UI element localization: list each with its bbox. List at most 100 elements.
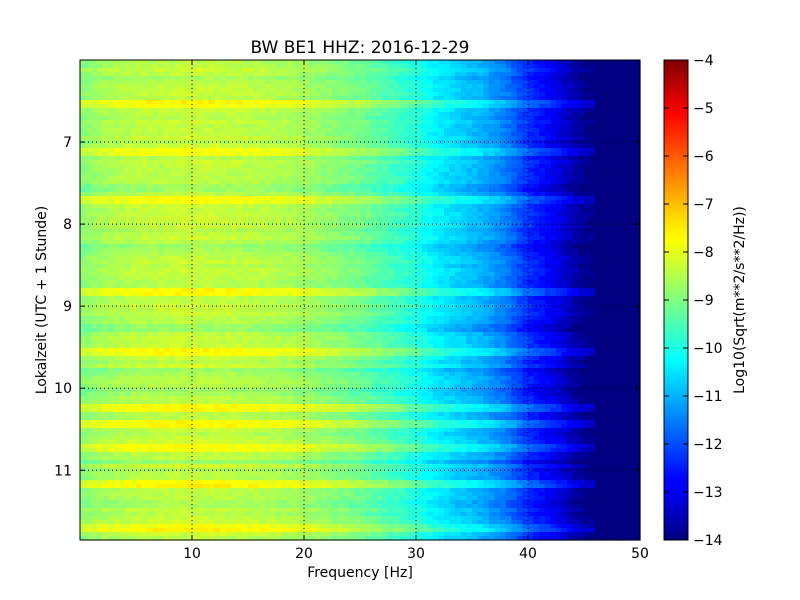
heatmap-cell xyxy=(561,132,568,137)
heatmap-cell xyxy=(393,108,400,113)
heatmap-cell xyxy=(326,76,333,81)
heatmap-cell xyxy=(556,224,563,229)
heatmap-cell xyxy=(220,212,227,217)
heatmap-cell xyxy=(505,168,512,173)
heatmap-cell xyxy=(466,112,473,117)
heatmap-cell xyxy=(208,120,215,125)
heatmap-cell xyxy=(432,196,439,201)
heatmap-cell xyxy=(606,240,613,245)
heatmap-cell xyxy=(253,152,260,157)
heatmap-cell xyxy=(365,108,372,113)
heatmap-cell xyxy=(124,144,131,149)
heatmap-cell xyxy=(550,112,557,117)
heatmap-cell xyxy=(141,204,148,209)
heatmap-cell xyxy=(477,160,484,165)
heatmap-cell xyxy=(348,60,355,65)
heatmap-cell xyxy=(561,252,568,257)
heatmap-cell xyxy=(561,188,568,193)
heatmap-cell xyxy=(556,252,563,257)
heatmap-cell xyxy=(175,104,182,109)
heatmap-cell xyxy=(298,188,305,193)
heatmap-cell xyxy=(567,228,574,233)
heatmap-cell xyxy=(584,64,591,69)
heatmap-cell xyxy=(466,116,473,121)
heatmap-cell xyxy=(472,164,479,169)
heatmap-cell xyxy=(432,252,439,257)
heatmap-cell xyxy=(416,252,423,257)
heatmap-cell xyxy=(399,208,406,213)
heatmap-cell xyxy=(231,96,238,101)
heatmap-cell xyxy=(466,76,473,81)
heatmap-cell xyxy=(119,172,126,177)
heatmap-cell xyxy=(348,112,355,117)
heatmap-cell xyxy=(572,96,579,101)
heatmap-cell xyxy=(354,128,361,133)
heatmap-cell xyxy=(130,112,137,117)
heatmap-cell xyxy=(516,208,523,213)
heatmap-cell xyxy=(281,172,288,177)
heatmap-cell xyxy=(96,64,103,69)
heatmap-cell xyxy=(85,124,92,129)
heatmap-cell xyxy=(488,68,495,73)
heatmap-cell xyxy=(270,196,277,201)
heatmap-cell xyxy=(595,96,602,101)
heatmap-cell xyxy=(264,108,271,113)
heatmap-cell xyxy=(130,160,137,165)
heatmap-cell xyxy=(113,108,120,113)
heatmap-cell xyxy=(292,204,299,209)
heatmap-cell xyxy=(494,196,501,201)
heatmap-cell xyxy=(276,92,283,97)
heatmap-cell xyxy=(623,204,630,209)
heatmap-cell xyxy=(438,124,445,129)
heatmap-cell xyxy=(617,92,624,97)
heatmap-cell xyxy=(281,192,288,197)
heatmap-cell xyxy=(85,136,92,141)
heatmap-cell xyxy=(550,136,557,141)
heatmap-cell xyxy=(438,136,445,141)
heatmap-cell xyxy=(371,248,378,253)
heatmap-cell xyxy=(354,104,361,109)
heatmap-cell xyxy=(287,92,294,97)
heatmap-cell xyxy=(494,116,501,121)
heatmap-cell xyxy=(91,104,98,109)
heatmap-cell xyxy=(259,224,266,229)
heatmap-cell xyxy=(309,116,316,121)
heatmap-cell xyxy=(113,160,120,165)
heatmap-cell xyxy=(208,68,215,73)
heatmap-cell xyxy=(404,68,411,73)
heatmap-cell xyxy=(91,204,98,209)
heatmap-cell xyxy=(309,124,316,129)
heatmap-cell xyxy=(85,92,92,97)
heatmap-cell xyxy=(113,116,120,121)
heatmap-cell xyxy=(421,116,428,121)
heatmap-cell xyxy=(124,232,131,237)
heatmap-cell xyxy=(108,100,115,105)
heatmap-cell xyxy=(175,212,182,217)
heatmap-cell xyxy=(600,208,607,213)
heatmap-cell xyxy=(455,60,462,65)
heatmap-cell xyxy=(410,104,417,109)
heatmap-cell xyxy=(85,168,92,173)
heatmap-cell xyxy=(421,152,428,157)
heatmap-cell xyxy=(589,64,596,69)
heatmap-cell xyxy=(472,196,479,201)
heatmap-cell xyxy=(304,196,311,201)
heatmap-cell xyxy=(298,88,305,93)
heatmap-cell xyxy=(444,60,451,65)
heatmap-cell xyxy=(192,232,199,237)
heatmap-cell xyxy=(259,140,266,145)
heatmap-cell xyxy=(197,180,204,185)
heatmap-cell xyxy=(298,120,305,125)
heatmap-cell xyxy=(337,64,344,69)
heatmap-cell xyxy=(80,172,87,177)
heatmap-cell xyxy=(505,124,512,129)
heatmap-cell xyxy=(393,120,400,125)
heatmap-cell xyxy=(399,104,406,109)
heatmap-cell xyxy=(337,244,344,249)
heatmap-cell xyxy=(600,88,607,93)
heatmap-cell xyxy=(119,152,126,157)
heatmap-cell xyxy=(175,196,182,201)
heatmap-cell xyxy=(600,216,607,221)
heatmap-cell xyxy=(628,144,635,149)
heatmap-cell xyxy=(606,188,613,193)
